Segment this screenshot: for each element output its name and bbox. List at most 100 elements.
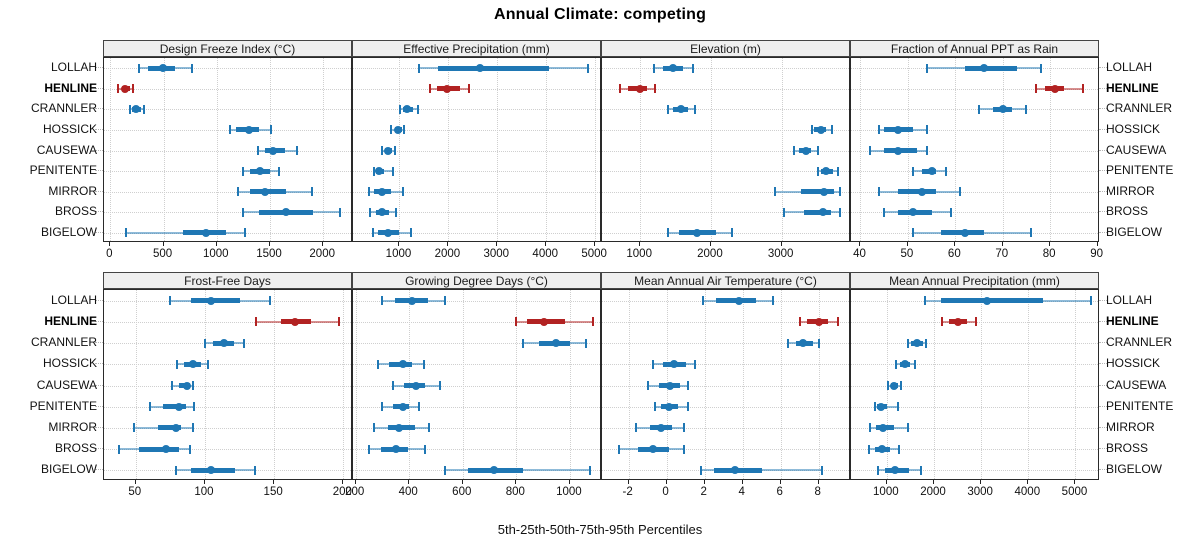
horizontal-gridline (602, 171, 849, 173)
whisker-cap-95th (694, 104, 697, 114)
median-dot (188, 360, 197, 369)
whisker-cap-5th (798, 317, 801, 327)
whisker-cap-95th (439, 381, 442, 390)
site-label-left: PENITENTE (29, 163, 97, 178)
whisker-cap-5th (811, 125, 814, 135)
whisker-cap-5th (876, 465, 879, 475)
whisker-cap-5th (925, 63, 928, 73)
y-tick-stub (95, 405, 103, 407)
whisker-cap-95th (821, 465, 824, 475)
site-label-right: BROSS (1106, 441, 1149, 456)
horizontal-gridline (104, 171, 351, 173)
x-tick (203, 480, 205, 484)
whisker-cap-5th (941, 317, 944, 327)
whisker-cap-5th (618, 84, 621, 94)
median-dot (799, 339, 808, 348)
whisker-cap-95th (243, 228, 246, 238)
whisker-cap-5th (117, 84, 120, 94)
median-dot (393, 125, 402, 134)
vertical-gridline (710, 58, 712, 241)
median-dot (171, 423, 180, 432)
y-tick-stub (1099, 87, 1107, 89)
whisker-cap-95th (132, 84, 135, 94)
vertical-gridline (399, 58, 401, 241)
whisker-cap-95th (584, 338, 587, 348)
median-dot (636, 84, 645, 93)
horizontal-gridline (104, 88, 351, 90)
whisker-cap-5th (170, 381, 173, 390)
whisker-cap-95th (206, 359, 209, 369)
whisker-cap-95th (338, 207, 341, 217)
median-dot (890, 381, 899, 390)
whisker-cap-5th (666, 228, 669, 238)
y-tick-stub (95, 342, 103, 344)
median-dot (731, 466, 740, 475)
horizontal-gridline (602, 385, 849, 387)
whisker-cap-5th (699, 465, 702, 475)
x-tick-label: 5000 (581, 248, 607, 260)
x-tick (1096, 242, 1098, 246)
site-label-right: MIRROR (1106, 419, 1155, 434)
x-tick (515, 480, 517, 484)
whisker-cap-5th (782, 207, 785, 217)
vertical-gridline (1097, 58, 1098, 241)
whisker-cap-5th (118, 444, 121, 454)
x-tick-label: 200 (345, 486, 365, 498)
vertical-gridline (640, 58, 642, 241)
vertical-gridline (343, 290, 345, 479)
whisker-cap-5th (390, 125, 393, 135)
whisker-cap-5th (128, 104, 131, 114)
median-dot (260, 187, 269, 196)
whisker-cap-95th (686, 402, 689, 412)
vertical-gridline (781, 58, 783, 241)
x-tick (703, 480, 705, 484)
x-tick-label: 0 (106, 248, 113, 260)
whisker-cap-95th (925, 146, 928, 155)
whisker-cap-5th (873, 402, 876, 412)
whisker-cap-95th (682, 444, 685, 454)
median-dot (670, 360, 679, 369)
median-dot (282, 208, 291, 217)
horizontal-gridline (602, 88, 849, 90)
percentile-caption: 5th-25th-50th-75th-95th Percentiles (497, 522, 703, 537)
vertical-gridline (704, 290, 706, 479)
median-dot (913, 339, 922, 348)
whisker-cap-95th (836, 317, 839, 327)
horizontal-gridline (851, 364, 1098, 366)
y-tick-stub (1099, 426, 1107, 428)
whisker-cap-5th (1034, 84, 1037, 94)
median-dot (475, 64, 484, 73)
horizontal-gridline (602, 150, 849, 152)
vertical-gridline (742, 290, 744, 479)
y-tick-stub (1099, 108, 1107, 110)
x-tick-label: 500 (152, 248, 173, 260)
panel-strip: Mean Annual Air Temperature (°C) (601, 272, 850, 289)
median-dot (814, 317, 823, 326)
whisker-cap-5th (652, 359, 655, 369)
iqr-bar-25-75 (898, 189, 937, 195)
x-tick (273, 480, 275, 484)
site-label-right: LOLLAH (1106, 60, 1153, 75)
horizontal-gridline (104, 109, 351, 111)
vertical-gridline (1075, 290, 1077, 479)
whisker-cap-95th (920, 465, 923, 475)
whisker-cap-5th (868, 444, 871, 454)
x-tick (134, 480, 136, 484)
panel-title: Fraction of Annual PPT as Rain (890, 41, 1059, 56)
x-tick-label: 6 (776, 486, 783, 498)
x-tick-label: 800 (505, 486, 525, 498)
median-dot (894, 146, 903, 155)
x-tick-label: 80 (1042, 248, 1056, 260)
x-tick (980, 480, 982, 484)
x-tick-label: 3000 (767, 248, 794, 260)
whisker-cap-5th (418, 63, 421, 73)
horizontal-gridline (353, 150, 600, 152)
panel-strip: Growing Degree Days (°C) (352, 272, 601, 289)
y-tick-stub (1099, 342, 1107, 344)
whisker-cap-5th (257, 146, 260, 155)
whisker-cap-95th (394, 207, 397, 217)
x-tick (885, 480, 887, 484)
horizontal-gridline (602, 406, 849, 408)
figure-title: Annual Climate: competing (493, 6, 707, 23)
